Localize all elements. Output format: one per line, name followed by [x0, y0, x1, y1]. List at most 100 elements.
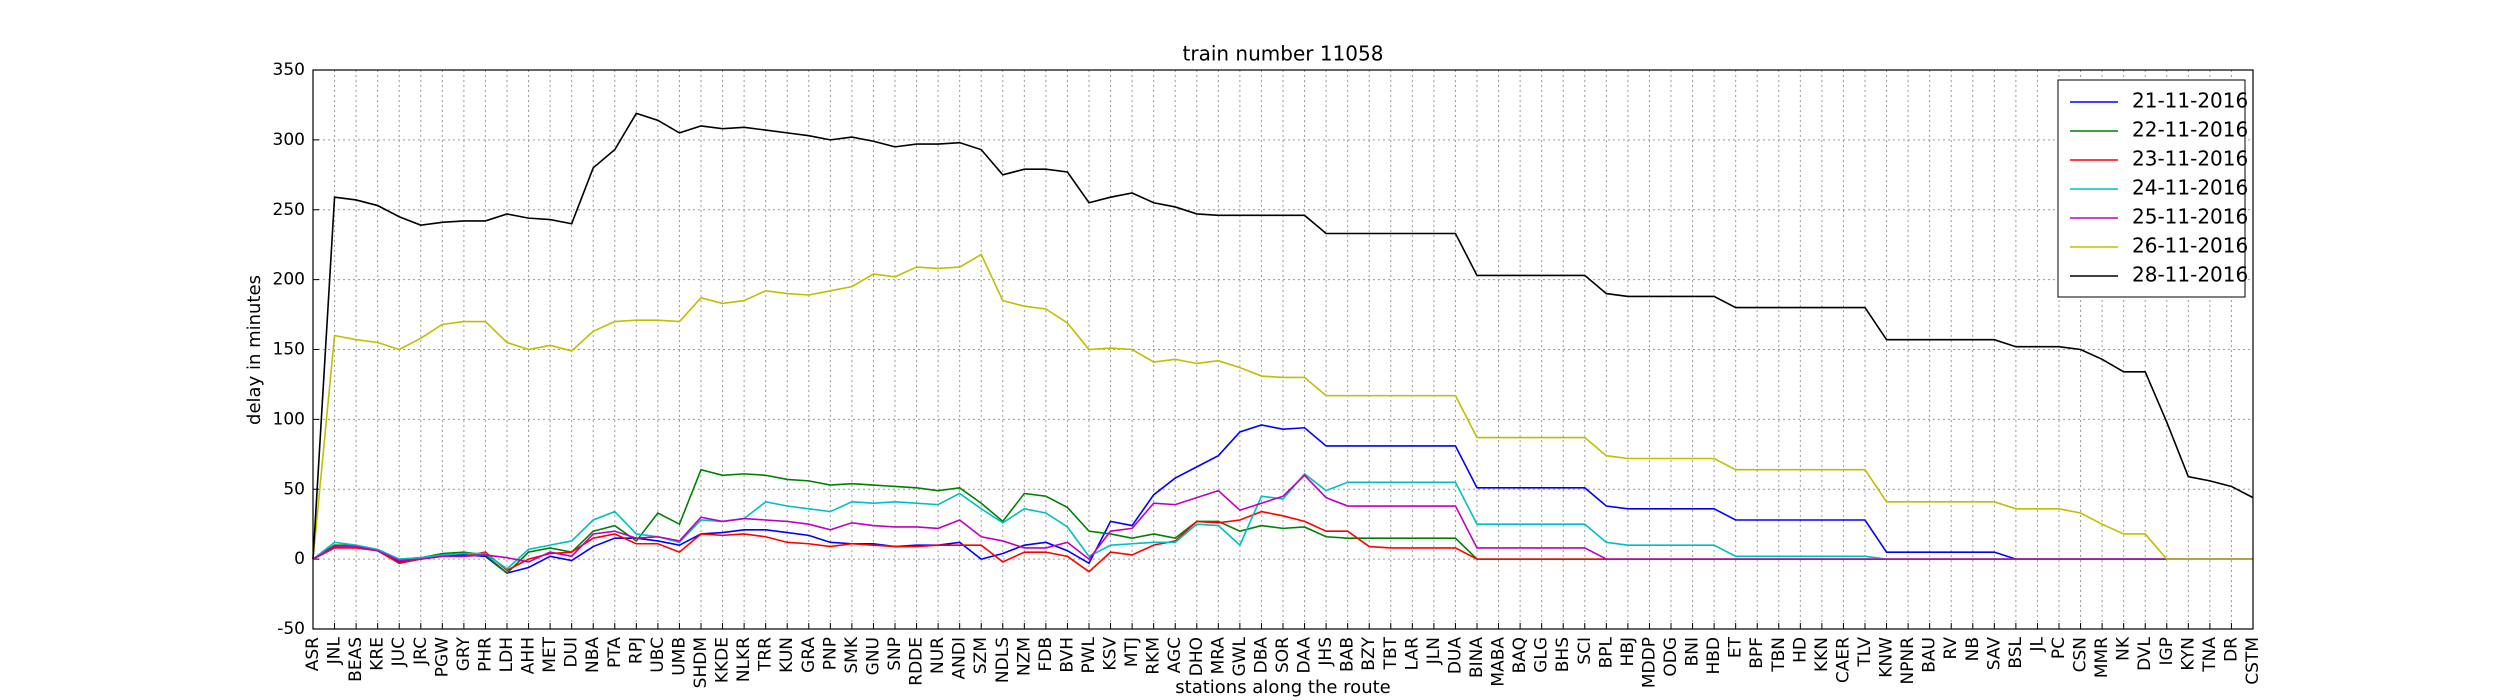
x-tick-label: BSL	[2006, 636, 2026, 668]
x-tick-label: AHH	[519, 637, 539, 674]
x-tick-label: LDH	[497, 637, 517, 672]
x-tick-label: BEAS	[346, 637, 366, 682]
x-tick-label: SHDM	[691, 637, 711, 688]
x-tick-label: DBA	[1251, 637, 1271, 674]
x-tick-label: NPNR	[1898, 637, 1918, 685]
x-tick-label: NLKR	[734, 637, 754, 682]
x-tick-label: KRE	[368, 637, 388, 671]
x-tick-label: DVL	[2135, 636, 2155, 670]
x-tick-label: UMB	[669, 637, 689, 676]
y-tick-label: 100	[273, 409, 305, 429]
x-axis-label: stations along the route	[1175, 677, 1390, 698]
x-tick-label: KYN	[2178, 637, 2198, 671]
x-tick-label: BPL	[1596, 636, 1616, 668]
x-tick-label: BPF	[1747, 637, 1767, 669]
legend-label: 22-11-2016	[2132, 118, 2248, 142]
x-tick-label: ANDI	[950, 637, 970, 679]
x-tick-label: DHO	[1187, 637, 1207, 676]
legend-label: 23-11-2016	[2132, 147, 2248, 171]
x-tick-label: BAU	[1920, 637, 1940, 673]
x-tick-label: JRC	[411, 637, 431, 666]
plot-frame	[312, 69, 2254, 630]
legend-label: 28-11-2016	[2132, 263, 2248, 287]
x-tick-label: JLN	[1424, 637, 1444, 665]
x-tick-label: DR	[2221, 637, 2241, 662]
y-axis-label: delay in minutes	[244, 275, 265, 425]
x-tick-label: ASR	[303, 637, 323, 671]
x-tick-label: BAB	[1338, 637, 1358, 672]
y-tick-label: 200	[273, 270, 305, 290]
y-tick-label: 350	[273, 60, 305, 80]
x-tick-label: SNP	[885, 637, 905, 671]
x-tick-label: TNA	[2200, 637, 2220, 673]
x-tick-label: KSV	[1101, 637, 1121, 671]
legend-label: 24-11-2016	[2132, 176, 2248, 200]
x-tick-label: RV	[1941, 637, 1961, 660]
legend-label: 21-11-2016	[2132, 89, 2248, 113]
y-tick-label: 50	[283, 479, 305, 499]
x-tick-label: KUN	[777, 637, 797, 673]
x-tick-label: ET	[1726, 636, 1746, 658]
x-tick-label: PHR	[475, 637, 495, 672]
x-tick-label: PWL	[1079, 636, 1099, 673]
y-tick-label: -50	[277, 619, 305, 639]
y-tick-label: 150	[273, 340, 305, 360]
x-tick-label: MMR	[2092, 637, 2112, 678]
x-tick-label: UBC	[648, 637, 668, 673]
x-tick-label: JUC	[389, 637, 409, 667]
x-tick-label: NZM	[1014, 637, 1034, 676]
x-tick-label: RKM	[1144, 637, 1164, 675]
series-line	[312, 112, 2254, 560]
x-tick-label: AGC	[1165, 637, 1185, 673]
x-tick-label: MRA	[1208, 637, 1228, 675]
x-tick-label: PNP	[820, 637, 840, 670]
x-tick-label: KKDE	[713, 637, 733, 683]
series-line	[312, 474, 2253, 563]
x-tick-label: DUA	[1445, 637, 1465, 675]
x-tick-label: JHS	[1316, 637, 1336, 667]
x-tick-label: JL	[2027, 636, 2047, 652]
x-tick-label: NBA	[583, 637, 603, 673]
legend-label: 25-11-2016	[2132, 205, 2248, 229]
x-tick-label: KNW	[1877, 637, 1897, 678]
x-tick-label: NB	[1963, 637, 1983, 661]
series-line	[312, 253, 2253, 560]
x-tick-label: CAER	[1833, 637, 1853, 683]
x-tick-label: GNU	[863, 637, 883, 675]
x-tick-label: SAV	[1984, 637, 2004, 671]
x-tick-label: NDLS	[993, 637, 1013, 683]
x-tick-label: DUI	[562, 637, 582, 668]
x-tick-label: HBJ	[1618, 637, 1638, 666]
x-tick-label: BINA	[1467, 637, 1487, 678]
x-tick-label: BNI	[1683, 637, 1703, 666]
x-tick-label: GRY	[454, 636, 474, 671]
x-tick-label: NUR	[928, 637, 948, 674]
x-tick-label: TBN	[1769, 637, 1789, 673]
x-tick-label: BHS	[1553, 637, 1573, 672]
x-tick-label: CSTM	[2243, 637, 2263, 685]
x-tick-label: HBD	[1704, 637, 1724, 675]
x-tick-label: CSN	[2071, 637, 2091, 672]
x-tick-label: NK	[2114, 636, 2134, 661]
x-tick-label: PGW	[432, 637, 452, 677]
x-tick-label: DAA	[1295, 637, 1315, 674]
x-tick-label: TBT	[1381, 636, 1401, 670]
x-tick-label: PC	[2049, 637, 2069, 659]
x-tick-label: BAQ	[1510, 637, 1530, 673]
chart-title: train number 11058	[1183, 42, 1384, 66]
x-tick-label: LAR	[1402, 637, 1422, 670]
x-tick-label: SZM	[971, 637, 991, 674]
x-tick-label: PTA	[605, 637, 625, 668]
y-tick-label: 250	[273, 200, 305, 220]
x-tick-label: BZY	[1359, 636, 1379, 670]
y-tick-label: 300	[273, 130, 305, 150]
x-tick-label: FDB	[1036, 637, 1056, 672]
x-tick-label: RPJ	[626, 637, 646, 664]
x-tick-label: MTJ	[1122, 637, 1142, 667]
x-tick-label: GWL	[1230, 636, 1250, 676]
x-tick-label: SOR	[1273, 637, 1293, 673]
x-tick-label: HD	[1790, 637, 1810, 663]
x-tick-label: BVH	[1057, 637, 1077, 673]
